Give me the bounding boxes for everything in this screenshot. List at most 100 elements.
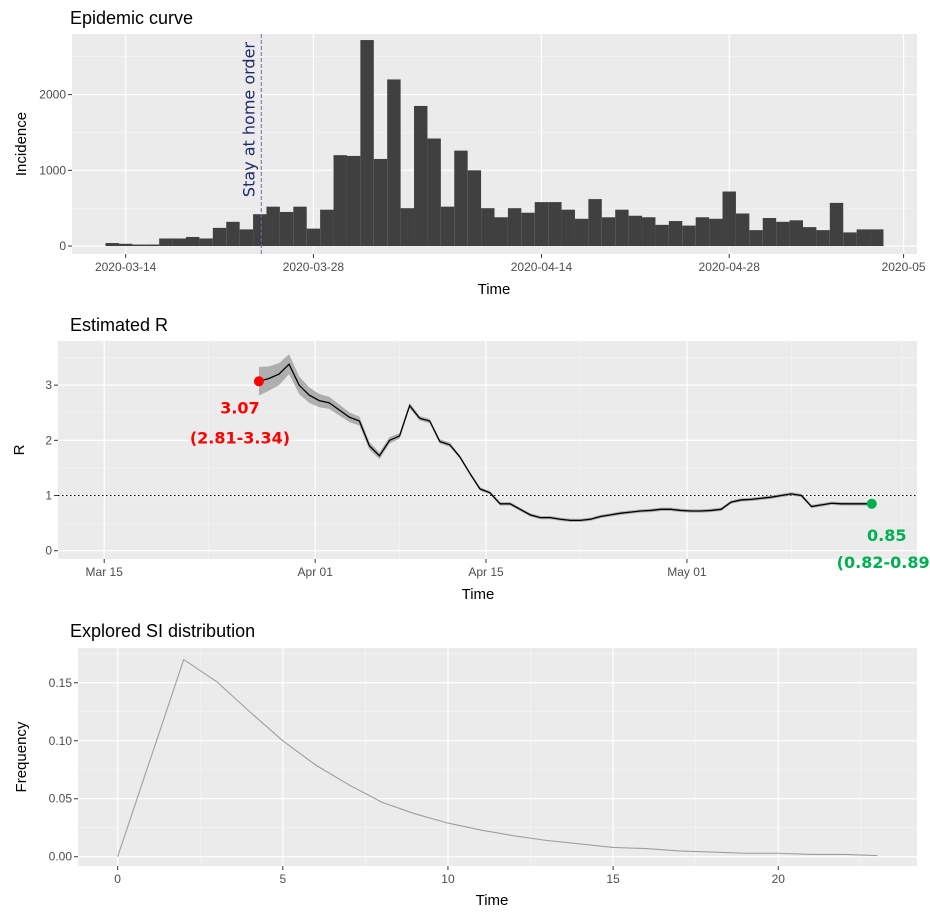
si-y-tick-label: 0.15	[49, 676, 73, 690]
epi-bar	[454, 150, 468, 247]
epi-x-ticks: 2020-03-14 2020-03-28 2020-04-14 2020-04-28…	[95, 254, 926, 274]
epi-bar	[145, 244, 160, 247]
epi-x-tick-label: 2020-04-28	[699, 260, 761, 274]
epi-bar	[749, 230, 763, 247]
epi-y-axis-label: Incidence	[13, 112, 30, 176]
epi-bar	[105, 243, 119, 247]
epi-y-tick-label: 1000	[39, 163, 66, 177]
rt-line	[258, 363, 872, 522]
rt-y-axis-label: R	[11, 444, 28, 455]
rt-y-tick-label: 2	[45, 433, 52, 447]
rt-start-point	[253, 376, 264, 387]
epi-bar	[186, 236, 200, 247]
epi-bar	[722, 191, 736, 247]
epi-bar	[172, 238, 187, 247]
estimated-r-panel: Estimated R 3.07 (2.81-3.34) 0.85 (0.82-…	[11, 315, 930, 603]
epi-title: Epidemic curve	[70, 8, 193, 28]
epi-bar	[239, 229, 254, 247]
epi-bar	[856, 229, 871, 247]
epi-bar	[561, 209, 575, 247]
epi-x-tick-label: 2020-03-14	[95, 260, 157, 274]
si-plot-background	[78, 648, 917, 866]
epi-bar	[601, 217, 616, 247]
epi-bar	[414, 105, 428, 247]
si-distribution-panel: Explored SI distribution 0.00 0.05 0.10 0.1…	[13, 621, 917, 909]
epi-bar	[253, 214, 267, 247]
epi-bar	[279, 211, 294, 247]
rt-x-tick-label: Apr 15	[468, 565, 504, 579]
epi-bar	[668, 221, 683, 247]
rt-x-tick-label: May 01	[667, 565, 707, 579]
rt-x-ticks: Mar 15 Apr 01 Apr 15 May 01	[86, 559, 707, 579]
epi-bar	[816, 230, 830, 247]
epi-bar	[346, 155, 361, 247]
epi-x-tick-label: 2020-04-14	[511, 260, 573, 274]
rt-x-axis-label: Time	[462, 586, 495, 603]
epi-bar	[521, 212, 535, 247]
epi-bar	[199, 238, 213, 247]
epi-bar	[226, 221, 240, 247]
epi-bar	[360, 40, 374, 247]
si-y-axis-label: Frequency	[13, 721, 30, 792]
si-x-tick-label: 15	[606, 872, 620, 886]
rt-end-value: 0.85	[867, 526, 906, 545]
epi-bar	[467, 170, 482, 247]
epi-x-tick-label: 2020-03-28	[283, 260, 345, 274]
rt-end-point	[866, 498, 877, 509]
rt-title: Estimated R	[70, 315, 168, 335]
epi-x-tick-label: 2020-05	[882, 260, 926, 274]
epi-bar	[132, 244, 146, 247]
rt-y-tick-label: 1	[45, 489, 52, 503]
epidemic-curve-panel: Epidemic curve Stay at home order 0 1000 2…	[13, 8, 926, 298]
rt-x-tick-label: Mar 15	[86, 565, 124, 579]
epi-bar	[802, 227, 817, 247]
epi-bar	[574, 218, 589, 247]
epi-bar	[642, 217, 656, 247]
epi-bar	[440, 206, 455, 247]
si-x-tick-label: 5	[279, 872, 286, 886]
si-y-tick-label: 0.05	[49, 792, 73, 806]
epi-bar	[682, 225, 696, 247]
epi-bar	[427, 138, 441, 247]
epi-bar	[695, 217, 710, 247]
si-y-ticks: 0.00 0.05 0.10 0.15	[49, 676, 78, 864]
epi-bar	[762, 218, 777, 247]
epi-bar	[735, 213, 750, 247]
epi-bar	[212, 227, 227, 247]
epi-bar	[534, 202, 549, 247]
epi-bar	[118, 243, 133, 247]
epi-bar	[789, 220, 803, 247]
epi-bar	[159, 238, 173, 247]
epi-bar	[870, 229, 884, 247]
epi-bar	[387, 79, 401, 247]
si-x-axis-label: Time	[476, 892, 509, 909]
si-y-tick-label: 0.00	[49, 850, 73, 864]
epi-bar	[548, 202, 562, 247]
rt-y-ticks: 0 1 2 3	[45, 378, 58, 558]
epi-bar	[829, 202, 844, 247]
epi-y-tick-label: 0	[59, 239, 66, 253]
epi-bar	[615, 209, 629, 247]
epi-x-axis-label: Time	[478, 281, 511, 298]
epi-bar	[776, 221, 790, 247]
epi-bars	[105, 40, 884, 247]
rt-plot-background	[58, 341, 917, 559]
si-title: Explored SI distribution	[70, 621, 255, 641]
epi-bar	[293, 206, 307, 247]
epi-bar	[373, 158, 388, 247]
si-x-ticks: 0 5 10 15 20	[114, 866, 785, 886]
si-x-tick-label: 20	[772, 872, 786, 886]
rt-end-ci: (0.82-0.89)	[837, 553, 930, 572]
epi-bar	[333, 155, 347, 247]
rt-start-value: 3.07	[220, 398, 259, 417]
si-x-tick-label: 10	[441, 872, 455, 886]
rt-x-tick-label: Apr 01	[298, 565, 334, 579]
epi-bar	[507, 208, 522, 247]
si-line	[117, 658, 878, 857]
epi-bar	[655, 224, 669, 247]
epi-bar	[843, 232, 857, 247]
epi-y-tick-label: 2000	[39, 88, 66, 102]
rt-y-tick-label: 0	[45, 544, 52, 558]
rt-y-tick-label: 3	[45, 378, 52, 392]
